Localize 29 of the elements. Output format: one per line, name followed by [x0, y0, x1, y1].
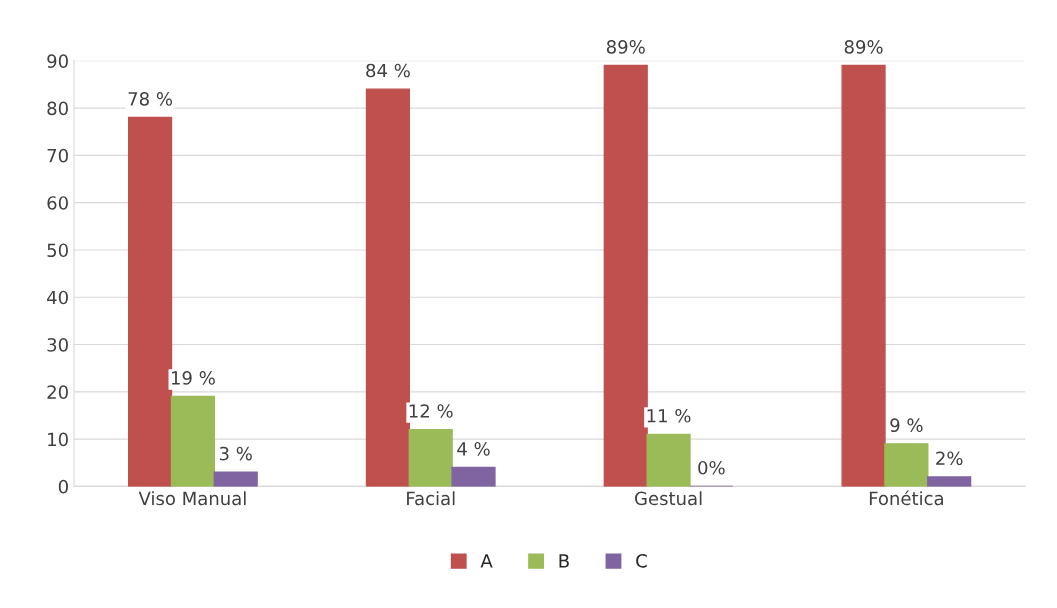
x-tick-label: Gestual	[635, 491, 702, 506]
x-tick-label: Facial	[407, 491, 455, 506]
data-label: 2%	[936, 451, 963, 466]
y-tick-label: 80	[47, 101, 68, 116]
y-tick-label: 90	[47, 54, 68, 68]
data-label: 3 %	[219, 446, 252, 461]
data-label: 4 %	[457, 442, 490, 456]
y-tick-label: 0	[58, 479, 68, 494]
data-label: 12 %	[409, 404, 453, 418]
y-tick-label: 50	[47, 243, 68, 258]
x-tick-label: Fonética	[869, 490, 943, 506]
legend-label: C	[636, 554, 647, 568]
data-label: 19 %	[171, 371, 215, 385]
y-tick-label: 40	[47, 290, 68, 305]
y-tick-label: 70	[47, 148, 68, 163]
data-label: 9 %	[890, 418, 923, 433]
data-label: 89%	[844, 40, 883, 54]
y-tick-label: 60	[47, 196, 68, 210]
x-tick-label: Viso Manual	[138, 491, 246, 506]
y-tick-label: 30	[47, 337, 68, 352]
y-tick-label: 10	[48, 432, 68, 447]
data-label: 78 %	[128, 92, 173, 106]
data-label: 84 %	[366, 63, 410, 78]
y-tick-label: 20	[47, 385, 68, 399]
data-label: 0%	[698, 460, 725, 475]
legend-label: B	[559, 554, 569, 568]
legend-label: A	[480, 554, 493, 568]
data-label: 89%	[606, 40, 645, 54]
data-label: 11 %	[647, 408, 691, 423]
